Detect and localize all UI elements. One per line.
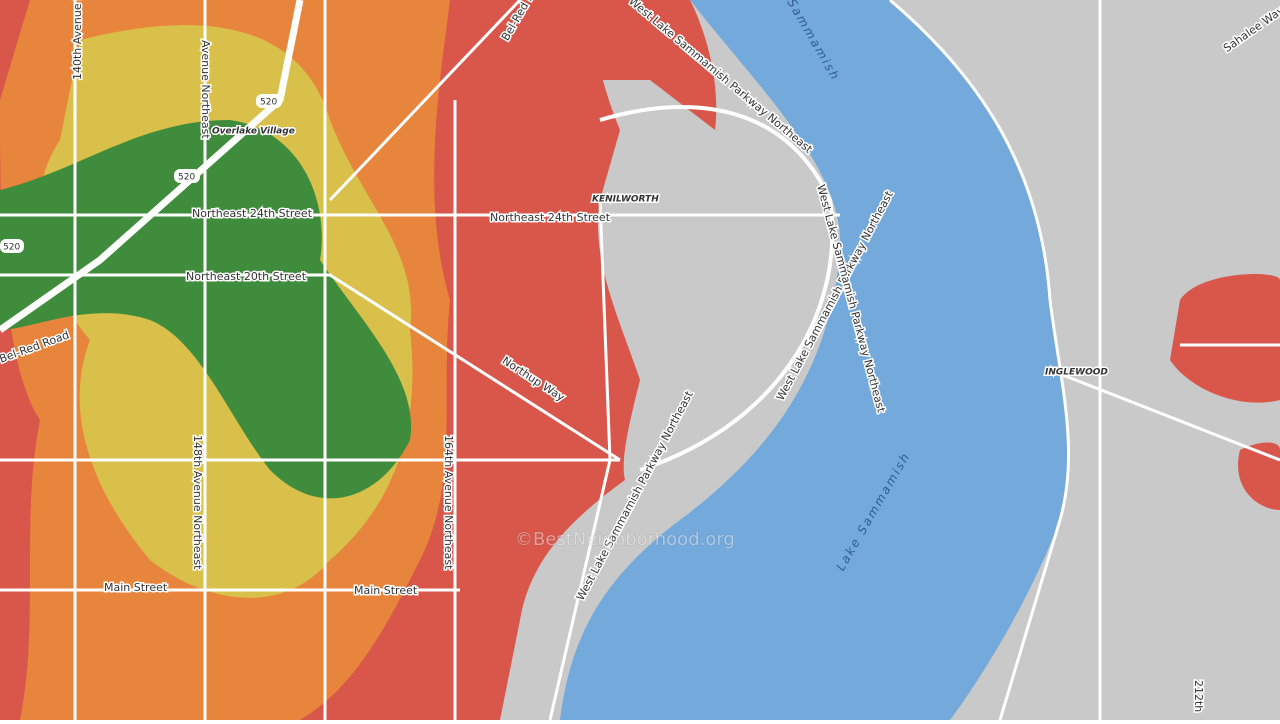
road-label: 148th Avenue Northeast	[191, 435, 204, 570]
place-label: INGLEWOOD	[1045, 368, 1108, 378]
road-label: 140th Avenue Northeast	[71, 0, 84, 80]
road-label: Northeast 20th Street	[186, 270, 307, 283]
place-label: KENILWORTH	[592, 195, 659, 205]
road-label: Northeast 24th Street	[192, 207, 313, 220]
road-label: 164th Avenue Northeast	[442, 435, 455, 570]
lake	[560, 0, 1069, 720]
heat-red	[580, 0, 717, 130]
shield-label: 520	[260, 98, 277, 108]
place-label: Overlake Village	[212, 127, 295, 137]
shield-label: 520	[178, 173, 195, 183]
road-label: 212th	[1192, 680, 1205, 712]
road-label: Main Street	[354, 584, 418, 597]
shield: 520	[174, 169, 200, 183]
road-label: Northeast 24th Street	[490, 211, 611, 224]
shield: 520	[0, 239, 24, 253]
road-label: Avenue Northeast	[199, 40, 212, 139]
road-label: Main Street	[104, 581, 168, 594]
watermark: ©BestNeighborhood.org	[515, 529, 735, 550]
shield: 520	[256, 94, 282, 108]
shield-label: 520	[3, 243, 20, 253]
heat-red	[1170, 274, 1280, 510]
